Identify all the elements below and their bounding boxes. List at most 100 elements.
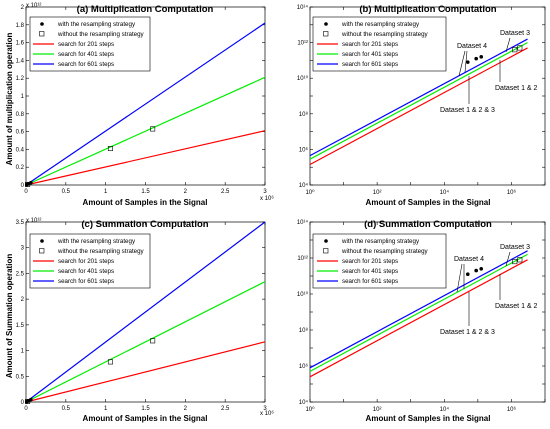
panel-b-plot: 10⁰ 10² 10⁴ 10⁶ 10⁴ 10⁶ 10⁸ 10¹⁰ 10¹² 10¹⁴ xyxy=(297,4,546,196)
y-tick-label: 1.4 xyxy=(16,58,25,64)
y-tick-label: 10¹⁴ xyxy=(297,4,309,11)
open-marker xyxy=(150,338,156,344)
panel-a-legend: with the resampling strategy without the… xyxy=(29,16,151,72)
annotation-dataset-1-2-3: Dataset 1 & 2 & 3 xyxy=(440,329,495,336)
x-tick-label: 10⁰ xyxy=(305,189,315,196)
series-line xyxy=(25,76,266,186)
legend-open-marker xyxy=(39,31,45,37)
x-tick-label: 0 xyxy=(24,406,28,412)
x-tick-label: 2 xyxy=(184,189,188,195)
panel-a: (a) Multiplication Computation x 10¹² x … xyxy=(5,3,274,207)
y-tick-label: 1.8 xyxy=(16,23,25,29)
x-tick-label: 1.5 xyxy=(141,406,150,412)
annotation-dataset-4: Dataset 4 xyxy=(454,256,484,263)
arrow-dataset-4-b xyxy=(464,50,468,73)
y-tick-label: 1 xyxy=(21,349,25,355)
y-tick-label: 10⁴ xyxy=(299,399,309,406)
panel-c-x-label: Amount of Samples in the Signal xyxy=(83,414,208,423)
y-tick-label: 10⁸ xyxy=(299,327,309,334)
y-tick-label: 10¹⁴ xyxy=(297,219,309,226)
annotation-dataset-1-2-3: Dataset 1 & 2 & 3 xyxy=(440,107,495,114)
series-line xyxy=(309,47,528,166)
legend-label-401: search for 401 steps xyxy=(58,51,114,58)
panel-a-y-exponent: x 10¹² xyxy=(26,3,41,9)
annotation-dataset-3: Dataset 3 xyxy=(500,244,530,251)
legend-filled-marker xyxy=(324,22,328,26)
legend-label-201: search for 201 steps xyxy=(342,41,398,48)
panel-d-annotations: Dataset 4 Dataset 3 Dataset 1 & 2 Datase… xyxy=(440,244,538,336)
y-tick-label: 0.4 xyxy=(16,147,25,153)
x-tick-label: 0.5 xyxy=(62,406,71,412)
legend-label-401: search for 401 steps xyxy=(342,268,398,275)
legend-filled-label: with the resampling strategy xyxy=(57,21,136,28)
y-tick-label: 0.2 xyxy=(16,165,25,171)
y-tick-label: 3 xyxy=(21,246,25,252)
filled-marker xyxy=(474,268,478,273)
annotation-dataset-1-2: Dataset 1 & 2 xyxy=(495,85,538,92)
legend-open-label: without the resampling strategy xyxy=(341,31,429,38)
legend-filled-marker xyxy=(40,22,44,26)
y-tick-label: 0 xyxy=(21,183,25,189)
legend-open-marker xyxy=(39,248,45,254)
series-line xyxy=(309,259,528,378)
open-marker xyxy=(25,398,31,404)
x-tick-label: 0 xyxy=(24,189,28,195)
annotation-dataset-4: Dataset 4 xyxy=(457,43,487,50)
panel-d-title: (d) Summation Computation xyxy=(364,219,492,230)
filled-marker xyxy=(465,272,470,277)
legend-open-label: without the resampling strategy xyxy=(341,248,429,255)
open-marker xyxy=(512,47,518,53)
x-tick-label: 3 xyxy=(263,189,267,195)
panel-a-y-label: Amount of multiplication operation xyxy=(5,32,14,165)
panel-d: (d) Summation Computation Amount of Samp… xyxy=(297,219,546,423)
y-tick-label: 1.6 xyxy=(16,41,25,47)
series-line xyxy=(25,221,266,403)
y-tick-label: 2 xyxy=(21,5,25,11)
series-line xyxy=(25,130,266,186)
y-tick-label: 10⁶ xyxy=(299,146,309,153)
y-tick-label: 1.2 xyxy=(16,76,25,82)
legend-filled-marker xyxy=(324,239,328,243)
panel-a-x-exponent: x 10⁶ xyxy=(260,195,274,202)
x-tick-label: 10⁶ xyxy=(507,406,517,413)
x-tick-label: 1 xyxy=(104,406,108,412)
panel-a-plot: 0 0.5 1 1.5 2 2.5 3 0 0.2 0.4 0.6 0.8 1 1.2 1.4 1.6 1.8 2 xyxy=(16,5,268,195)
legend-label-601: search for 601 steps xyxy=(58,61,114,68)
legend-open-label: without the resampling strategy xyxy=(57,248,145,255)
y-tick-label: 2.5 xyxy=(16,271,25,277)
open-marker xyxy=(150,126,156,132)
y-tick-label: 10¹⁰ xyxy=(297,291,309,298)
x-tick-label: 3 xyxy=(263,406,267,412)
legend-open-marker xyxy=(323,31,329,37)
arrow-dataset-4-a xyxy=(458,50,466,77)
x-tick-label: 10⁴ xyxy=(440,406,450,413)
x-tick-label: 10⁰ xyxy=(305,406,315,413)
y-tick-label: 10¹² xyxy=(297,256,308,262)
panel-c-y-label: Amount of Summation operation xyxy=(5,254,14,379)
x-tick-label: 10⁴ xyxy=(440,189,450,196)
x-tick-label: 1.5 xyxy=(141,189,150,195)
x-tick-label: 0.5 xyxy=(62,189,71,195)
series-line xyxy=(309,253,528,372)
series-line xyxy=(309,250,528,369)
panel-c-x-exponent: x 10⁶ xyxy=(260,410,274,417)
legend-label-601: search for 601 steps xyxy=(58,278,114,285)
legend-label-201: search for 201 steps xyxy=(58,258,114,265)
legend-filled-label: with the resampling strategy xyxy=(341,21,420,28)
filled-marker xyxy=(474,56,478,61)
y-tick-label: 10¹⁰ xyxy=(297,75,309,82)
arrow-dataset-3 xyxy=(505,251,511,267)
filled-marker xyxy=(479,55,484,59)
y-tick-label: 0 xyxy=(21,400,25,406)
legend-open-label: without the resampling strategy xyxy=(57,31,145,38)
panel-b-title: (b) Multiplication Computation xyxy=(359,4,496,15)
panel-a-x-label: Amount of Samples in the Signal xyxy=(83,198,208,207)
legend-open-marker xyxy=(323,248,329,254)
legend-label-401: search for 401 steps xyxy=(58,268,114,275)
y-tick-label: 10⁸ xyxy=(299,111,309,118)
open-marker xyxy=(517,45,523,51)
legend-label-601: search for 601 steps xyxy=(342,61,398,68)
series-line xyxy=(25,22,266,186)
legend-label-201: search for 201 steps xyxy=(342,258,398,265)
